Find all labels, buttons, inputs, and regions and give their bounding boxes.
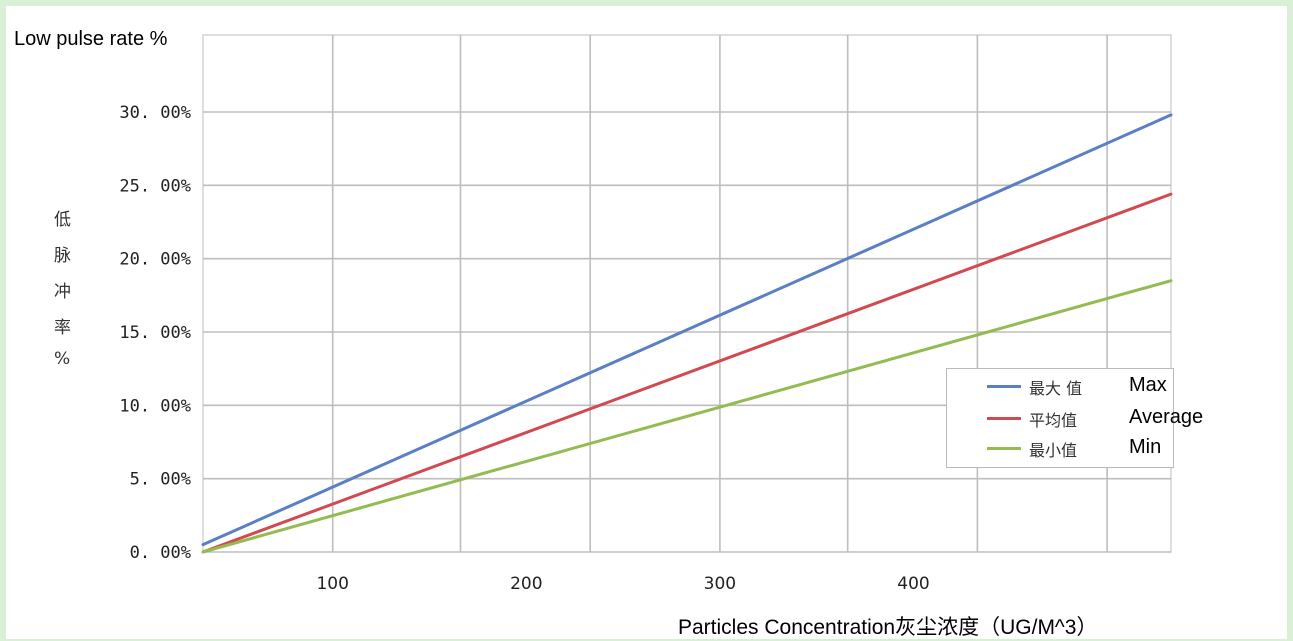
- y-axis-title-en: Low pulse rate %: [14, 28, 168, 50]
- series-line-min: [201, 279, 1173, 554]
- x-tick-label: 400: [897, 574, 929, 594]
- legend-label-en: Max: [1129, 374, 1167, 396]
- y-tick-label: 15. 00%: [119, 323, 191, 343]
- y-tick-label: 30. 00%: [119, 103, 191, 123]
- legend-label-cjk: 最大 值: [1029, 379, 1083, 398]
- legend-swatch: [987, 447, 1021, 450]
- y-tick-label: 25. 00%: [119, 176, 191, 196]
- legend-label-cjk: 平均值: [1029, 411, 1078, 430]
- y-axis-label-char: 冲: [54, 282, 71, 302]
- x-tick-label: 100: [316, 574, 348, 594]
- y-axis-label-char: %: [54, 349, 71, 369]
- legend-label-en: Average: [1129, 406, 1204, 428]
- legend-swatch: [987, 385, 1021, 388]
- y-axis-label-char: 低: [54, 210, 71, 230]
- legend-label-cjk: 最小值: [1029, 441, 1078, 460]
- chart-plot: 0. 00% 5. 00% 10. 00% 15. 00% 20. 00% 25. 00%…: [119, 34, 1173, 594]
- legend-item-min: 最小值 Min: [947, 433, 1237, 463]
- chart-frame: 0. 00% 5. 00% 10. 00% 15. 00% 20. 00% 25. 00%…: [6, 6, 1287, 639]
- legend-item-average: 平均值 Average: [947, 403, 1237, 433]
- y-axis-label-char: 脉: [54, 246, 71, 266]
- legend-label-en: Min: [1129, 436, 1162, 458]
- y-axis-label-char: 率: [54, 318, 71, 338]
- legend-swatch: [987, 417, 1021, 420]
- y-tick-label: 20. 00%: [119, 250, 191, 270]
- y-tick-label: 0. 00%: [130, 543, 191, 563]
- x-tick-label: 300: [704, 574, 736, 594]
- series-line-max: [201, 113, 1173, 547]
- series-line-average: [201, 192, 1173, 554]
- x-tick-label: 200: [510, 574, 542, 594]
- y-tick-label: 5. 00%: [130, 470, 191, 490]
- x-axis-label: Particles Concentration灰尘浓度（UG/M^3）: [678, 616, 1098, 639]
- chart-legend: 最大 值 Max 平均值 Average 最小值 Min: [946, 368, 1203, 468]
- legend-item-max: 最大 值 Max: [947, 371, 1237, 401]
- y-tick-label: 10. 00%: [119, 396, 191, 416]
